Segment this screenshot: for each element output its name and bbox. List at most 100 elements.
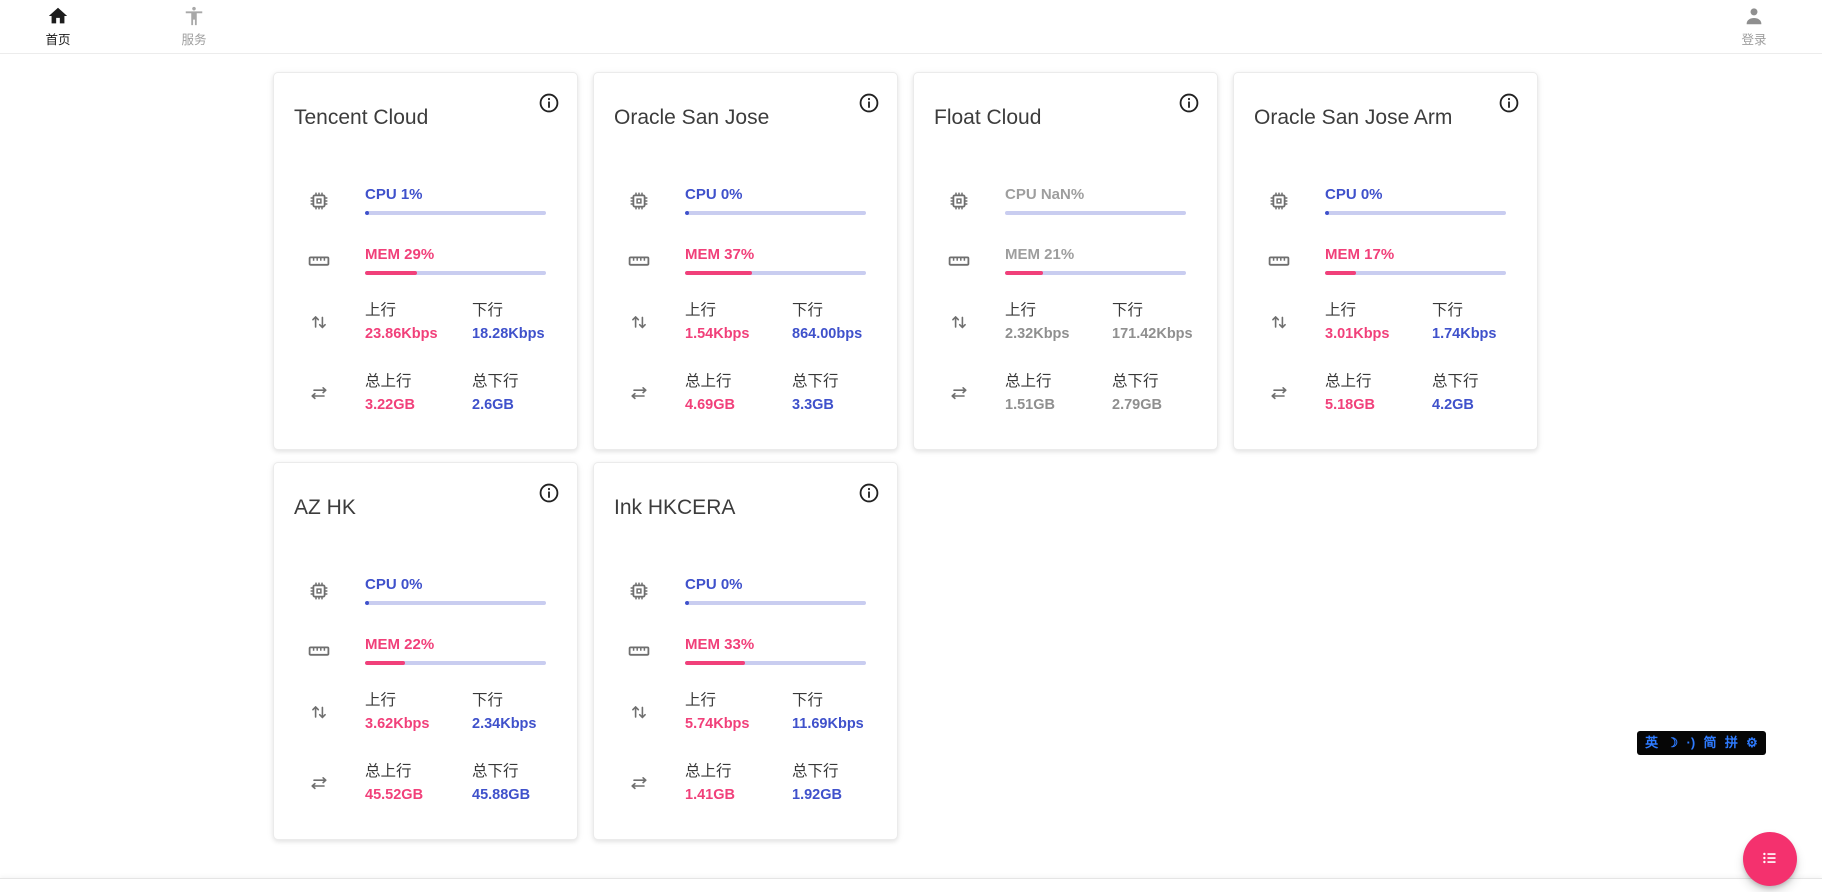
info-icon[interactable] xyxy=(538,92,560,114)
person-standing-icon xyxy=(183,5,205,27)
ime-pinyin-indicator[interactable]: 拼 xyxy=(1724,735,1738,750)
cpu-label: CPU 0% xyxy=(685,576,743,593)
gear-icon[interactable]: ⚙ xyxy=(1746,735,1758,750)
download-label: 下行 xyxy=(792,302,824,319)
speed-columns: 上行 5.74Kbps 下行 11.69Kbps xyxy=(685,691,866,733)
upload-label: 上行 xyxy=(1005,302,1037,319)
total-download-column: 总下行 45.88GB xyxy=(472,762,530,804)
upload-value: 1.54Kbps xyxy=(685,326,750,342)
mem-progress-fill xyxy=(685,271,752,275)
nav-item-services[interactable]: 服务 xyxy=(172,5,216,48)
cpu-block: CPU 0% xyxy=(1325,186,1506,215)
ruler-icon xyxy=(307,639,331,663)
top-nav: 首页 服务 登录 xyxy=(0,0,1822,54)
mem-progressbar xyxy=(685,661,866,665)
upload-label: 上行 xyxy=(1325,302,1357,319)
upload-column: 上行 5.74Kbps xyxy=(685,691,792,733)
mem-row: MEM 29% xyxy=(307,246,546,275)
nav-login-label: 登录 xyxy=(1741,33,1767,47)
mem-block: MEM 29% xyxy=(365,246,546,275)
total-upload-value: 1.41GB xyxy=(685,787,735,803)
total-upload-label: 总上行 xyxy=(365,373,412,390)
mem-progressbar xyxy=(1325,271,1506,275)
cpu-row: CPU 0% xyxy=(307,576,546,605)
mem-progress-fill xyxy=(1325,271,1356,275)
mem-row: MEM 21% xyxy=(947,246,1186,275)
cpu-progress-fill xyxy=(685,601,689,605)
cards-grid: Tencent Cloud CPU 1 xyxy=(273,72,1573,840)
cpu-row: CPU 0% xyxy=(627,576,866,605)
person-icon xyxy=(1743,5,1765,27)
total-download-value: 3.3GB xyxy=(792,397,834,413)
cpu-label: CPU 0% xyxy=(365,576,423,593)
cpu-row: CPU NaN% xyxy=(947,186,1186,215)
info-icon[interactable] xyxy=(538,482,560,504)
download-column: 下行 864.00bps xyxy=(792,301,862,343)
total-upload-column: 总上行 3.22GB xyxy=(365,372,472,414)
cpu-progressbar xyxy=(365,601,546,605)
ime-simplified-indicator[interactable]: 简 xyxy=(1703,735,1717,750)
total-download-value: 45.88GB xyxy=(472,787,531,803)
moon-icon[interactable]: ☽ xyxy=(1666,735,1679,750)
nav-item-login[interactable]: 登录 xyxy=(1732,5,1776,48)
total-download-column: 总下行 3.3GB xyxy=(792,372,839,414)
nav-item-home[interactable]: 首页 xyxy=(36,5,80,48)
ime-toolbar[interactable]: 英 ☽ ·) 简 拼 ⚙ xyxy=(1637,731,1766,755)
info-icon[interactable] xyxy=(858,482,880,504)
server-name: AZ HK xyxy=(294,496,356,519)
card-header: Tencent Cloud xyxy=(274,73,577,130)
card-header: Float Cloud xyxy=(914,73,1217,130)
total-columns: 总上行 3.22GB 总下行 2.6GB xyxy=(365,372,546,414)
cpu-chip-icon xyxy=(307,189,331,213)
mem-label: MEM 33% xyxy=(685,636,755,653)
card-body: CPU 1% MEM 29% xyxy=(274,186,577,414)
card-body: CPU 0% MEM 22% xyxy=(274,576,577,804)
home-icon xyxy=(47,5,69,27)
cpu-label: CPU 0% xyxy=(1325,186,1383,203)
mem-row: MEM 37% xyxy=(627,246,866,275)
speed-columns: 上行 1.54Kbps 下行 864.00bps xyxy=(685,301,866,343)
download-label: 下行 xyxy=(472,692,504,709)
total-row: 总上行 1.51GB 总下行 2.79GB xyxy=(947,372,1186,414)
download-label: 下行 xyxy=(1112,302,1144,319)
speed-row: 上行 1.54Kbps 下行 864.00bps xyxy=(627,301,866,343)
ime-english-indicator[interactable]: 英 xyxy=(1645,735,1659,750)
total-download-label: 总下行 xyxy=(1112,373,1159,390)
upload-column: 上行 2.32Kbps xyxy=(1005,301,1112,343)
mem-progressbar xyxy=(365,661,546,665)
cpu-label: CPU NaN% xyxy=(1005,186,1085,203)
upload-column: 上行 23.86Kbps xyxy=(365,301,472,343)
leftright-arrows-icon xyxy=(307,771,331,795)
info-icon[interactable] xyxy=(858,92,880,114)
ruler-icon xyxy=(627,639,651,663)
info-icon[interactable] xyxy=(1498,92,1520,114)
cpu-row: CPU 0% xyxy=(1267,186,1506,215)
cpu-progressbar xyxy=(685,211,866,215)
leftright-arrows-icon xyxy=(627,381,651,405)
ruler-icon xyxy=(627,249,651,273)
upload-label: 上行 xyxy=(365,302,397,319)
total-download-column: 总下行 2.6GB xyxy=(472,372,519,414)
punctuation-mode-icon[interactable]: ·) xyxy=(1686,735,1696,750)
card-body: CPU 0% MEM 17% xyxy=(1234,186,1537,414)
download-value: 2.34Kbps xyxy=(472,716,537,732)
leftright-arrows-icon xyxy=(947,381,971,405)
mem-progress-fill xyxy=(1005,271,1043,275)
cpu-progress-fill xyxy=(685,211,689,215)
speed-row: 上行 23.86Kbps 下行 18.28Kbps xyxy=(307,301,546,343)
download-value: 864.00bps xyxy=(792,326,863,342)
cpu-chip-icon xyxy=(1267,189,1291,213)
speed-row: 上行 5.74Kbps 下行 11.69Kbps xyxy=(627,691,866,733)
download-label: 下行 xyxy=(472,302,504,319)
updown-arrows-icon xyxy=(307,310,331,334)
total-upload-column: 总上行 1.51GB xyxy=(1005,372,1112,414)
cpu-progress-fill xyxy=(365,601,369,605)
download-label: 下行 xyxy=(1432,302,1464,319)
server-list-fab-button[interactable] xyxy=(1743,832,1797,886)
info-icon[interactable] xyxy=(1178,92,1200,114)
cpu-row: CPU 1% xyxy=(307,186,546,215)
total-download-label: 总下行 xyxy=(472,763,519,780)
card-body: CPU 0% MEM 37% xyxy=(594,186,897,414)
nav-home-label: 首页 xyxy=(45,33,71,47)
server-card: Oracle San Jose Arm xyxy=(1233,72,1538,450)
